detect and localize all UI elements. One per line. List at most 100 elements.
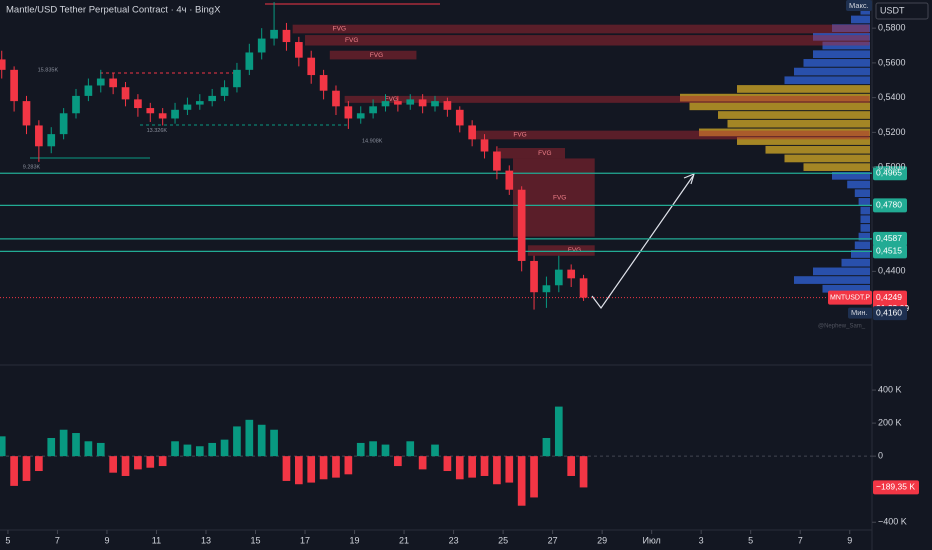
volume-bar	[505, 456, 514, 483]
profile-row	[794, 276, 870, 284]
annotation: 15.835K	[38, 67, 59, 73]
candle-body	[59, 113, 68, 135]
volume-bar	[381, 444, 390, 457]
x-tick-label: 15	[251, 535, 261, 545]
candle-body	[319, 75, 328, 91]
fvg-label: FVG	[385, 96, 398, 103]
profile-row	[851, 250, 870, 258]
profile-row	[854, 241, 870, 250]
candle-body	[307, 57, 316, 76]
volume-bar	[22, 456, 31, 481]
candle-body	[22, 101, 31, 126]
currency-label[interactable]: USDT	[880, 5, 905, 15]
candle-body	[332, 90, 340, 107]
volume-bar	[35, 456, 43, 472]
volume-bar	[567, 456, 576, 476]
volume-y-tick-label: 400 K	[878, 384, 902, 394]
candle-body	[369, 106, 377, 114]
volume-bar	[344, 456, 353, 475]
min-name: Мин.	[851, 308, 868, 317]
candle-body	[10, 69, 18, 102]
volume-bar	[294, 456, 303, 485]
profile-row	[832, 171, 870, 180]
volume-current-box	[873, 480, 919, 495]
volume-bar	[158, 456, 167, 467]
volume-bar	[319, 456, 328, 480]
candle-body	[0, 59, 6, 70]
profile-row	[860, 206, 870, 215]
profile-row	[727, 119, 870, 128]
candle-body	[121, 87, 130, 100]
min-name-box	[848, 307, 872, 319]
profile-row	[851, 15, 870, 24]
candle-body	[146, 108, 155, 114]
x-tick-label: 3	[699, 535, 704, 545]
candle-body	[418, 99, 427, 107]
volume-bar	[109, 456, 117, 473]
x-tick-label: 11	[152, 535, 161, 545]
volume-bar	[183, 444, 192, 457]
x-tick-label: 17	[300, 535, 310, 545]
fvg-zone	[292, 24, 870, 34]
volume-bar	[418, 456, 427, 470]
volume-bar	[270, 429, 278, 457]
profile-row	[680, 93, 870, 102]
watermark: @Nephew_Sam_	[818, 324, 866, 330]
x-tick-label: 21	[399, 535, 409, 545]
volume-bar	[84, 441, 93, 457]
volume-bar	[356, 442, 365, 457]
volume-bar	[59, 429, 68, 457]
volume-bar	[171, 441, 179, 457]
level-label-box	[873, 244, 907, 259]
volume-y-tick-label: 0	[878, 451, 883, 461]
profile-row	[822, 41, 870, 50]
profile-row	[803, 59, 870, 67]
fvg-label: FVG	[345, 37, 358, 44]
x-tick-label: 5	[748, 535, 753, 545]
volume-bar	[394, 456, 402, 467]
volume-y-tick-label: −400 K	[878, 517, 907, 527]
fvg-zone	[498, 148, 565, 159]
volume-bar	[431, 444, 439, 457]
candle-body	[171, 109, 179, 119]
candle-body	[245, 52, 254, 70]
profile-row	[699, 128, 870, 137]
profile-row	[813, 267, 870, 276]
symbol-box	[828, 290, 872, 305]
volume-bar	[480, 456, 489, 476]
x-tick-label: 5	[5, 535, 10, 545]
candle-body	[468, 125, 476, 140]
fvg-zone	[473, 130, 870, 140]
candle-body	[431, 101, 439, 107]
candle-body	[208, 95, 217, 102]
volume-bar	[542, 437, 551, 457]
x-tick-label: Июл	[643, 535, 661, 545]
profile-row	[860, 215, 870, 224]
volume-bar	[47, 437, 56, 457]
volume-y-tick-label: 200 K	[878, 417, 902, 427]
candle-body	[505, 170, 514, 190]
volume-bar	[332, 456, 340, 478]
candle-body	[294, 42, 303, 58]
volume-bar	[121, 456, 130, 476]
volume-bar	[554, 406, 563, 457]
candle-body	[233, 69, 241, 88]
x-tick-label: 13	[201, 535, 211, 545]
volume-bar	[579, 456, 588, 488]
candle-body	[443, 101, 452, 110]
currency-button[interactable]	[875, 2, 929, 20]
candle-body	[35, 125, 43, 147]
x-tick-label: 7	[798, 535, 803, 545]
x-tick-label: 29	[597, 535, 607, 545]
candle-body	[517, 189, 526, 261]
candle-body	[530, 260, 538, 293]
fvg-label: FVG	[553, 194, 566, 201]
last-price-label: 0,4249	[876, 292, 902, 302]
candle-body	[47, 134, 56, 147]
candle-body	[381, 101, 390, 107]
profile-row	[841, 258, 870, 267]
fvg-label: FVG	[568, 247, 581, 254]
volume-bar	[208, 442, 217, 457]
profile-row	[689, 102, 870, 111]
candle-body	[406, 99, 415, 105]
